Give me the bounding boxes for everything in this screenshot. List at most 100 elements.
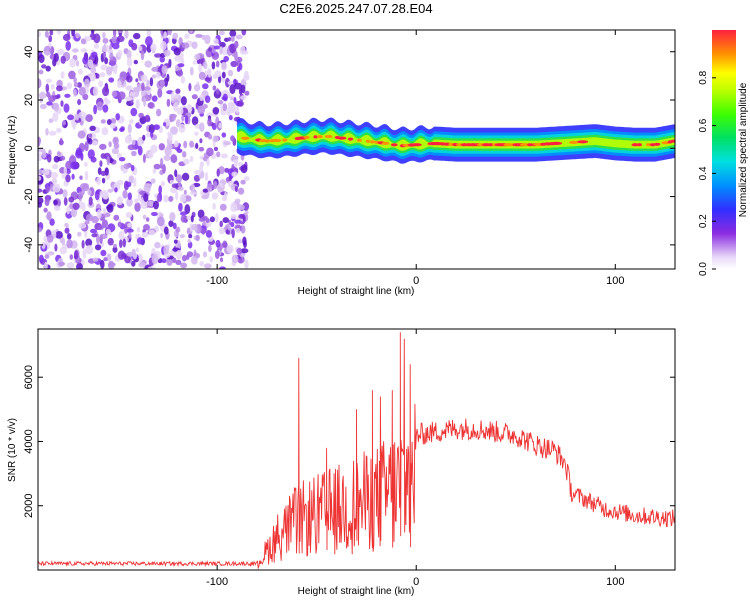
noise-blob bbox=[195, 234, 200, 242]
noise-blob bbox=[102, 52, 106, 59]
noise-blob bbox=[162, 164, 166, 174]
noise-blob bbox=[114, 187, 118, 193]
noise-blob bbox=[125, 211, 133, 219]
noise-blob bbox=[178, 202, 183, 212]
noise-blob bbox=[46, 211, 52, 221]
noise-blob bbox=[188, 83, 192, 92]
noise-blob bbox=[203, 263, 212, 269]
noise-blob bbox=[133, 32, 141, 40]
noise-blob bbox=[143, 224, 150, 231]
noise-blob bbox=[111, 147, 119, 155]
noise-blob bbox=[109, 123, 116, 129]
noise-blob bbox=[172, 102, 179, 112]
noise-blob bbox=[117, 221, 123, 228]
noise-blob bbox=[69, 58, 76, 68]
noise-blob bbox=[216, 151, 221, 158]
noise-blob bbox=[159, 79, 165, 87]
noise-blob bbox=[199, 94, 204, 102]
noise-blob bbox=[151, 74, 157, 79]
noise-blob bbox=[106, 119, 112, 125]
noise-blob bbox=[131, 42, 138, 51]
noise-blob bbox=[219, 46, 223, 55]
noise-blob bbox=[244, 70, 249, 79]
spectrogram-x-tick-label: 100 bbox=[606, 275, 624, 287]
noise-blob bbox=[172, 32, 179, 40]
noise-blob bbox=[96, 177, 101, 186]
noise-blob bbox=[243, 176, 250, 182]
noise-blob bbox=[118, 157, 126, 162]
noise-blob bbox=[91, 215, 99, 224]
noise-blob bbox=[215, 239, 221, 248]
noise-blob bbox=[161, 65, 168, 74]
noise-blob bbox=[148, 229, 156, 236]
snr-y-label: SNR (10 * v/v) bbox=[7, 418, 18, 482]
noise-blob bbox=[116, 152, 122, 159]
noise-blob bbox=[182, 151, 187, 158]
noise-blob bbox=[180, 215, 187, 223]
noise-blob bbox=[136, 226, 141, 233]
noise-blob bbox=[169, 113, 177, 119]
noise-blob bbox=[38, 54, 45, 63]
noise-blob bbox=[194, 131, 199, 136]
noise-blob bbox=[116, 179, 124, 186]
noise-blob bbox=[233, 97, 237, 104]
noise-blob bbox=[38, 175, 42, 181]
noise-blob bbox=[150, 131, 154, 138]
noise-blob bbox=[125, 85, 131, 91]
noise-blob bbox=[234, 40, 239, 49]
noise-blob bbox=[216, 168, 220, 177]
noise-blob bbox=[163, 194, 169, 203]
noise-blob bbox=[226, 244, 234, 254]
snr-x-tick-label: 0 bbox=[413, 576, 419, 588]
noise-blob bbox=[191, 41, 198, 49]
noise-blob bbox=[39, 103, 48, 110]
noise-blob bbox=[144, 114, 151, 123]
noise-blob bbox=[75, 60, 80, 67]
noise-blob bbox=[215, 212, 219, 223]
noise-blob bbox=[103, 191, 109, 200]
noise-blob bbox=[96, 101, 104, 111]
noise-blob bbox=[227, 80, 235, 86]
noise-blob bbox=[77, 231, 82, 237]
noise-blob bbox=[124, 135, 132, 144]
noise-blob bbox=[45, 65, 51, 72]
snr-series-layer bbox=[38, 332, 675, 570]
noise-blob bbox=[147, 266, 156, 269]
noise-blob bbox=[66, 239, 73, 249]
noise-blob bbox=[60, 55, 66, 64]
noise-blob bbox=[219, 182, 224, 188]
noise-blob bbox=[207, 134, 213, 140]
noise-blob bbox=[224, 37, 229, 42]
noise-blob bbox=[145, 36, 153, 47]
signal-hotspot bbox=[550, 141, 563, 145]
noise-blob bbox=[207, 118, 212, 127]
signal-hotspot bbox=[370, 140, 375, 144]
noise-blob bbox=[128, 175, 135, 184]
noise-blob bbox=[94, 244, 102, 251]
noise-blob bbox=[212, 85, 217, 91]
signal-hotspot bbox=[264, 139, 271, 143]
noise-blob bbox=[183, 140, 188, 149]
noise-blob bbox=[174, 169, 178, 178]
noise-blob bbox=[154, 241, 161, 249]
noise-blob bbox=[240, 164, 248, 174]
noise-blob bbox=[69, 203, 74, 210]
noise-blob bbox=[230, 35, 235, 42]
noise-blob bbox=[207, 69, 212, 78]
noise-blob bbox=[212, 107, 220, 115]
noise-blob bbox=[134, 198, 139, 204]
noise-blob bbox=[219, 41, 226, 48]
noise-blob bbox=[153, 163, 161, 170]
noise-blob bbox=[106, 66, 113, 76]
noise-blob bbox=[227, 69, 234, 77]
signal-hotspot bbox=[390, 143, 398, 147]
noise-blob bbox=[38, 155, 43, 161]
noise-blob bbox=[138, 45, 143, 52]
noise-blob bbox=[93, 43, 99, 49]
noise-blob bbox=[90, 156, 97, 163]
noise-blob bbox=[92, 257, 99, 262]
noise-blob bbox=[133, 59, 138, 65]
signal-hotspot bbox=[577, 140, 589, 144]
noise-blob bbox=[108, 262, 116, 267]
